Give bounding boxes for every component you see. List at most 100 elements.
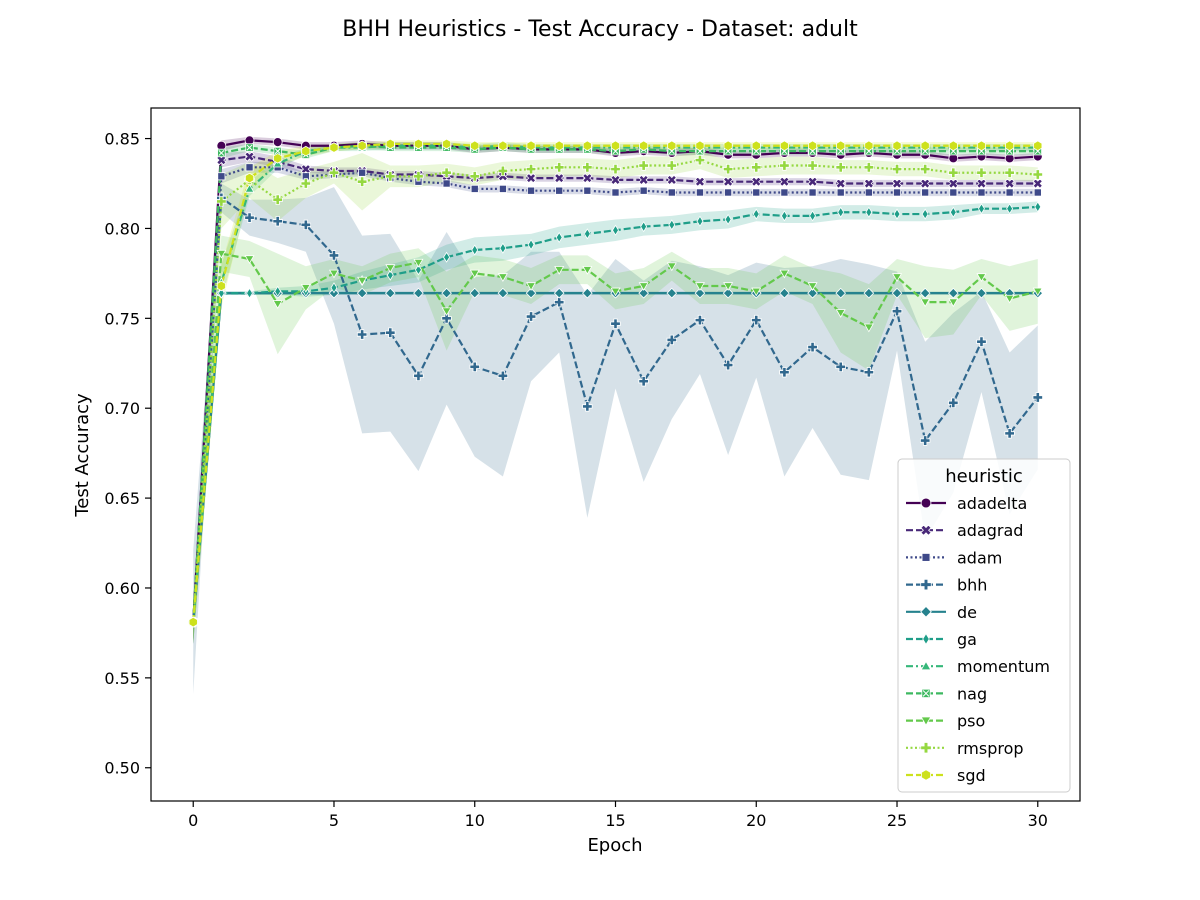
point-rmsprop-24 xyxy=(863,162,875,173)
legend-marker-de xyxy=(920,605,932,618)
point-bhh-24 xyxy=(863,367,875,378)
x-axis-label: Epoch xyxy=(587,835,642,856)
markers-bhh xyxy=(188,192,1043,628)
point-rmsprop-7 xyxy=(385,171,396,182)
point-adagrad-18 xyxy=(694,176,706,187)
point-de-18 xyxy=(694,287,706,299)
legend-label-momentum: momentum xyxy=(957,657,1050,676)
point-sgd-29 xyxy=(1005,140,1015,152)
legend-item-ga: ga xyxy=(906,630,977,649)
point-pso-30 xyxy=(1032,287,1043,297)
point-rmsprop-21 xyxy=(779,160,790,171)
point-rmsprop-4 xyxy=(300,178,312,189)
point-de-21 xyxy=(779,287,790,299)
point-pso-20 xyxy=(751,287,762,297)
point-adam-11 xyxy=(498,184,507,193)
point-adam-9 xyxy=(442,179,451,188)
point-ga-2 xyxy=(246,287,254,299)
legend-label-rmsprop: rmsprop xyxy=(957,739,1024,758)
point-rmsprop-8 xyxy=(413,171,424,182)
point-sgd-20 xyxy=(751,140,761,152)
point-de-13 xyxy=(553,287,565,299)
point-ga-27 xyxy=(949,206,957,218)
point-pso-1 xyxy=(216,249,227,259)
point-ga-12 xyxy=(527,239,535,251)
markers-ga xyxy=(189,201,1042,628)
legend-item-de: de xyxy=(906,603,977,622)
legend-marker-nag xyxy=(921,688,931,698)
markers-rmsprop xyxy=(188,154,1043,628)
point-de-28 xyxy=(976,287,987,299)
point-adam-24 xyxy=(864,188,873,197)
point-pso-27 xyxy=(948,298,959,308)
point-pso-19 xyxy=(723,282,734,291)
point-de-14 xyxy=(581,287,593,299)
point-ga-30 xyxy=(1034,201,1042,213)
point-pso-6 xyxy=(357,276,368,286)
point-rmsprop-1 xyxy=(216,196,227,207)
point-pso-16 xyxy=(638,282,649,291)
x-tick-label-10: 10 xyxy=(465,811,485,830)
point-pso-28 xyxy=(976,273,987,282)
point-sgd-18 xyxy=(695,140,705,152)
point-adam-1 xyxy=(217,172,226,181)
point-pso-23 xyxy=(835,309,846,318)
point-de-12 xyxy=(525,287,537,299)
point-pso-8 xyxy=(413,258,424,268)
point-bhh-21 xyxy=(779,367,790,378)
legend-item-nag: nag xyxy=(906,684,987,703)
point-adagrad-26 xyxy=(920,178,931,189)
point-ga-9 xyxy=(443,251,451,263)
point-bhh-12 xyxy=(525,311,537,322)
point-ga-15 xyxy=(612,224,619,236)
point-adagrad-21 xyxy=(779,176,790,187)
y-tick-label-0.70: 0.70 xyxy=(104,399,140,418)
point-rmsprop-14 xyxy=(582,162,593,173)
point-bhh-5 xyxy=(328,250,340,261)
point-adam-10 xyxy=(470,184,479,193)
point-pso-5 xyxy=(328,269,340,279)
point-pso-7 xyxy=(385,264,396,273)
point-rmsprop-10 xyxy=(469,171,480,182)
point-de-23 xyxy=(835,287,847,299)
point-adagrad-23 xyxy=(835,178,846,189)
point-sgd-4 xyxy=(301,145,311,157)
legend-label-sgd: sgd xyxy=(957,766,986,785)
point-pso-29 xyxy=(1004,294,1015,304)
point-ga-18 xyxy=(696,215,704,227)
point-adagrad-30 xyxy=(1032,178,1043,189)
point-bhh-7 xyxy=(385,327,396,338)
point-bhh-23 xyxy=(835,361,846,373)
point-adam-28 xyxy=(977,188,986,197)
point-de-22 xyxy=(807,287,818,299)
point-bhh-2 xyxy=(244,212,255,223)
point-ga-23 xyxy=(837,206,845,218)
point-rmsprop-16 xyxy=(638,160,649,171)
point-sgd-6 xyxy=(357,140,367,152)
legend-item-rmsprop: rmsprop xyxy=(906,739,1024,758)
point-sgd-11 xyxy=(498,140,508,152)
point-bhh-6 xyxy=(356,329,368,340)
legend-marker-adam xyxy=(921,553,931,562)
point-rmsprop-13 xyxy=(554,162,565,173)
point-bhh-13 xyxy=(554,296,565,308)
point-sgd-30 xyxy=(1033,140,1043,152)
y-tick-label-0.60: 0.60 xyxy=(104,579,140,598)
point-bhh-26 xyxy=(919,435,931,446)
point-ga-21 xyxy=(780,210,788,222)
point-sgd-28 xyxy=(976,140,987,152)
point-adagrad-12 xyxy=(525,172,537,184)
point-ga-11 xyxy=(499,242,507,254)
point-sgd-16 xyxy=(639,140,649,152)
legend-item-bhh: bhh xyxy=(906,576,987,595)
legend-marker-pso xyxy=(920,716,932,727)
point-bhh-11 xyxy=(497,370,509,382)
legend-label-adam: adam xyxy=(957,548,1002,567)
x-tick-label-25: 25 xyxy=(887,811,907,830)
point-bhh-15 xyxy=(610,318,621,329)
y-tick-label-0.80: 0.80 xyxy=(104,219,140,238)
point-ga-20 xyxy=(752,208,760,220)
legend-item-sgd: sgd xyxy=(906,766,986,785)
legend-marker-rmsprop xyxy=(920,742,932,754)
legend-title: heuristic xyxy=(945,466,1023,487)
